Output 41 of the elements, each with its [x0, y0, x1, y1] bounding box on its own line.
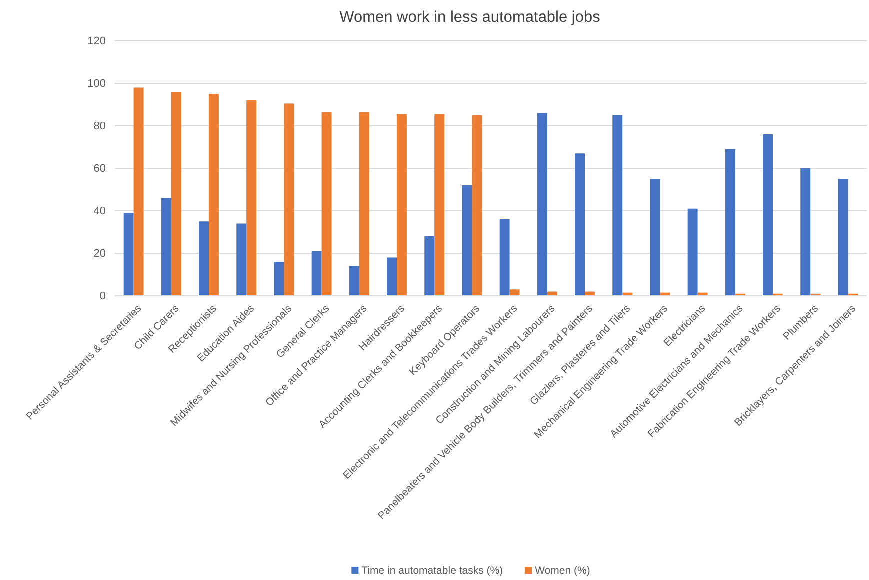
bar	[575, 154, 585, 296]
bar	[510, 290, 520, 296]
y-tick-label: 100	[88, 78, 106, 90]
bar	[397, 114, 407, 296]
bar	[274, 262, 284, 296]
y-tick-label: 40	[94, 206, 106, 218]
y-tick-label: 60	[94, 163, 106, 176]
bar	[199, 222, 209, 296]
bar	[688, 208, 698, 296]
bar	[322, 112, 332, 296]
bar	[800, 168, 811, 296]
chart-title: Women work in less automatable jobs	[340, 9, 601, 26]
bar	[537, 113, 548, 296]
bar	[124, 213, 134, 296]
bar	[236, 224, 247, 296]
bar	[312, 251, 322, 296]
bar	[284, 104, 294, 296]
bar	[209, 94, 219, 296]
bar	[171, 92, 182, 296]
bar	[650, 179, 660, 296]
bar	[387, 258, 397, 296]
bar	[462, 186, 472, 296]
bar	[161, 198, 172, 296]
bar	[349, 266, 360, 296]
bar	[725, 149, 736, 296]
bar	[838, 179, 848, 296]
legend-label: Time in automatable tasks (%)	[362, 565, 504, 577]
bar	[134, 88, 144, 296]
y-tick-label: 80	[94, 120, 106, 133]
legend-label: Women (%)	[535, 565, 590, 577]
y-tick-label: 120	[88, 36, 106, 48]
bar	[763, 134, 773, 296]
bar	[246, 100, 257, 296]
bar	[500, 220, 510, 296]
bar	[612, 115, 623, 296]
bar	[434, 114, 445, 296]
bar	[472, 115, 482, 296]
bar	[359, 112, 370, 296]
bar	[424, 236, 435, 296]
y-tick-label: 0	[100, 290, 106, 303]
y-tick-label: 20	[94, 248, 106, 260]
